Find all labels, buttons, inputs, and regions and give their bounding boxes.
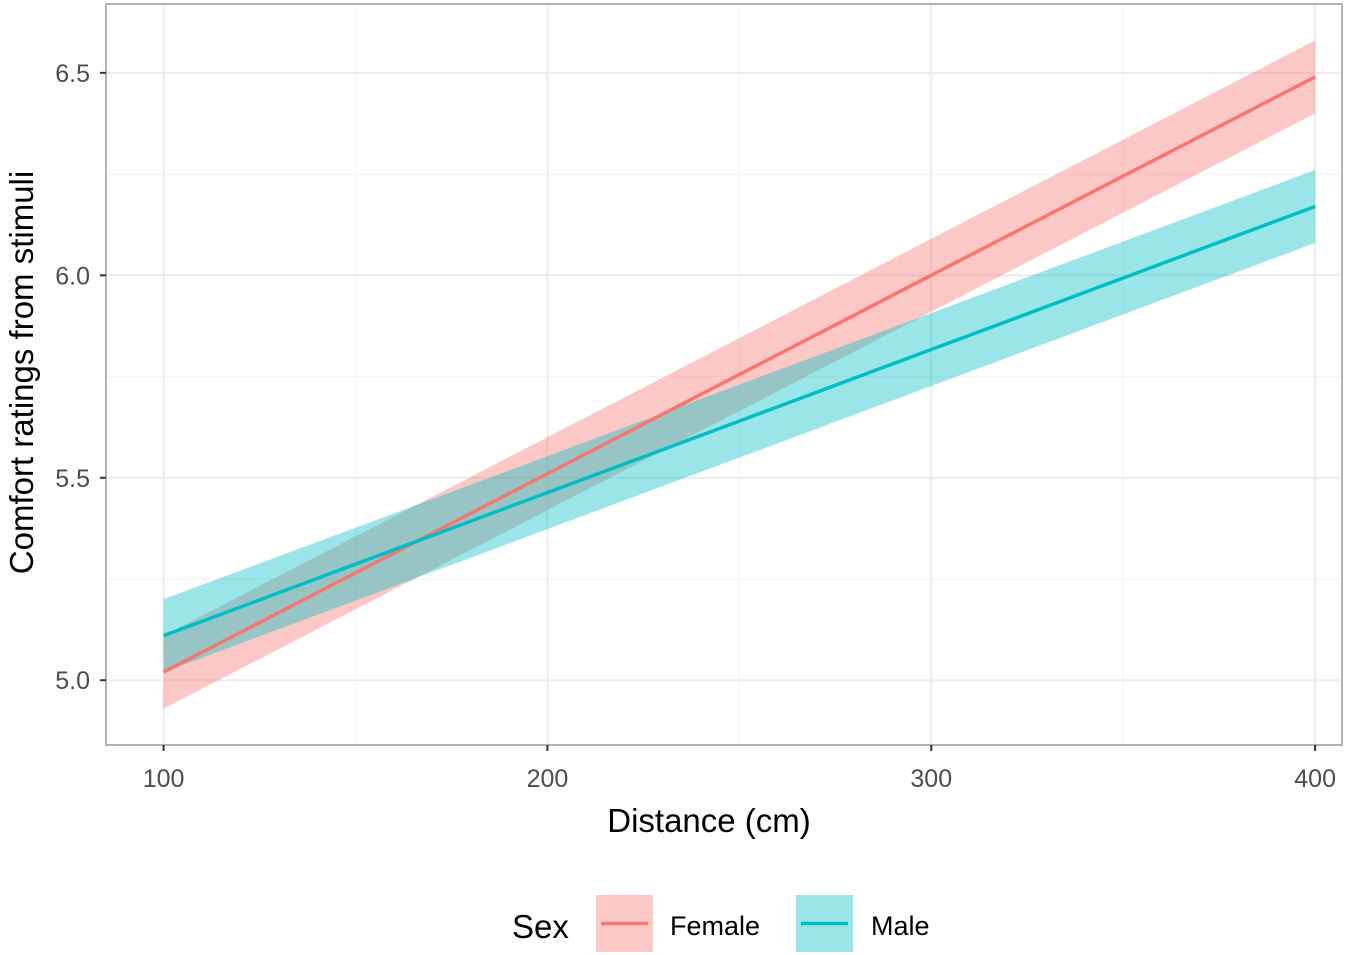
- x-tick-label: 200: [527, 765, 569, 793]
- legend-label-female: Female: [670, 911, 760, 941]
- y-tick-label: 5.5: [55, 465, 90, 493]
- legend-title: Sex: [512, 908, 569, 945]
- y-tick-label: 5.0: [55, 667, 90, 695]
- y-tick-label: 6.5: [55, 60, 90, 88]
- series-lines: [162, 75, 1316, 674]
- panel-border: [105, 3, 1343, 746]
- y-axis-title: Comfort ratings from stimuli: [3, 171, 40, 574]
- y-tick-label: 6.0: [55, 262, 90, 290]
- x-tick-label: 400: [1294, 765, 1336, 793]
- legend: Sex Female Male: [512, 895, 930, 952]
- female-trend-line: [162, 75, 1316, 674]
- grid: [106, 4, 1342, 745]
- x-axis-title: Distance (cm): [607, 802, 811, 839]
- x-tick-label: 100: [143, 765, 185, 793]
- legend-label-male: Male: [871, 911, 930, 941]
- male-trend-line: [162, 204, 1316, 638]
- x-tick-label: 300: [910, 765, 952, 793]
- axis-ticks: 100 200 300 400 5.0 5.5 6.0 6.5: [55, 60, 1336, 793]
